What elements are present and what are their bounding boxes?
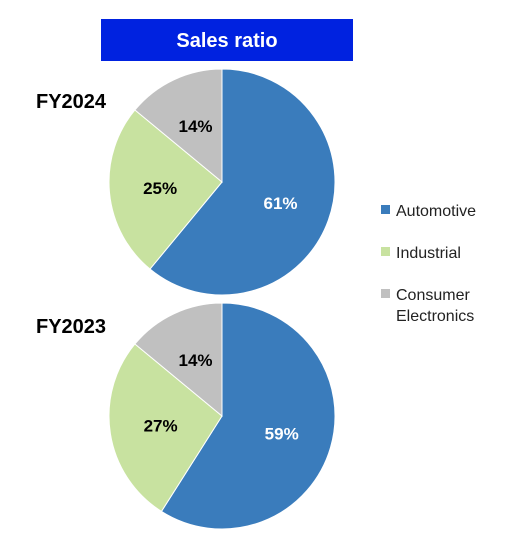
pie-slice-fy2023-consumer-electronics: [134, 302, 223, 418]
pie-fy2024: 61% 25% 14%: [108, 68, 336, 296]
pie-fy2023: 59% 27% 14%: [108, 302, 336, 530]
slice-label-fy2024-consumer-electronics: 14%: [178, 117, 212, 136]
pie-slice-fy2024-industrial: [108, 109, 223, 270]
chart-title-banner: Sales ratio: [101, 19, 353, 61]
legend-swatch-industrial: [381, 247, 390, 256]
slice-label-fy2023-industrial: 27%: [144, 417, 178, 436]
pie-slice-fy2023-industrial: [108, 343, 223, 513]
slice-label-fy2023-automotive: 59%: [265, 424, 299, 443]
chart-title: Sales ratio: [176, 30, 277, 52]
slice-label-fy2023-consumer-electronics: 14%: [178, 351, 212, 370]
legend: Automotive Industrial Consumer Electronics: [381, 203, 476, 325]
pie-label-fy2024: FY2024: [36, 91, 107, 113]
legend-label-industrial: Industrial: [396, 245, 461, 262]
slice-label-fy2024-automotive: 61%: [263, 194, 297, 213]
pie-slice-fy2024-consumer-electronics: [134, 68, 223, 184]
pie-label-fy2023: FY2023: [36, 316, 106, 338]
pie-slice-fy2024-automotive: [149, 68, 336, 296]
legend-label-consumer-electronics: Consumer Electronics: [396, 287, 474, 325]
legend-swatch-consumer-electronics: [381, 289, 390, 298]
slice-label-fy2024-industrial: 25%: [143, 179, 177, 198]
legend-label-automotive: Automotive: [396, 203, 476, 220]
pie-slice-fy2023-automotive: [160, 302, 336, 530]
legend-swatch-automotive: [381, 205, 390, 214]
chart-title-background: [101, 19, 353, 61]
